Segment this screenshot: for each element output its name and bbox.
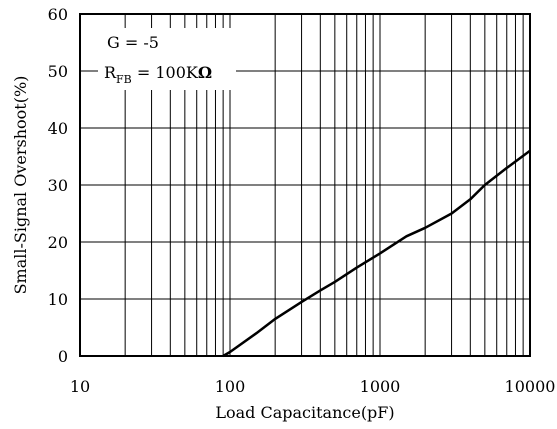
y-tick-label: 50 xyxy=(48,62,68,81)
y-axis-label: Small-Signal Overshoot(%) xyxy=(11,76,30,295)
y-tick-label: 10 xyxy=(48,290,68,309)
y-tick-label: 30 xyxy=(48,176,68,195)
annotation-box: G = -5 RFB = 100KΩ xyxy=(98,28,236,90)
annotation-feedback-resistor: RFB = 100KΩ xyxy=(104,63,212,86)
x-tick-label: 10000 xyxy=(505,377,556,396)
series-layer xyxy=(222,149,531,358)
x-tick-label: 100 xyxy=(215,377,246,396)
x-axis-label: Load Capacitance(pF) xyxy=(215,403,394,422)
x-tick-label: 1000 xyxy=(360,377,401,396)
y-tick-label: 40 xyxy=(48,119,68,138)
y-tick-label: 60 xyxy=(48,5,68,24)
annotation-background xyxy=(98,28,236,90)
x-tick-label: 10 xyxy=(70,377,90,396)
series-line xyxy=(222,149,531,358)
y-tick-label: 20 xyxy=(48,233,68,252)
y-tick-label: 0 xyxy=(58,347,68,366)
plot-frame xyxy=(79,13,531,357)
annotation-gain: G = -5 xyxy=(107,33,159,52)
